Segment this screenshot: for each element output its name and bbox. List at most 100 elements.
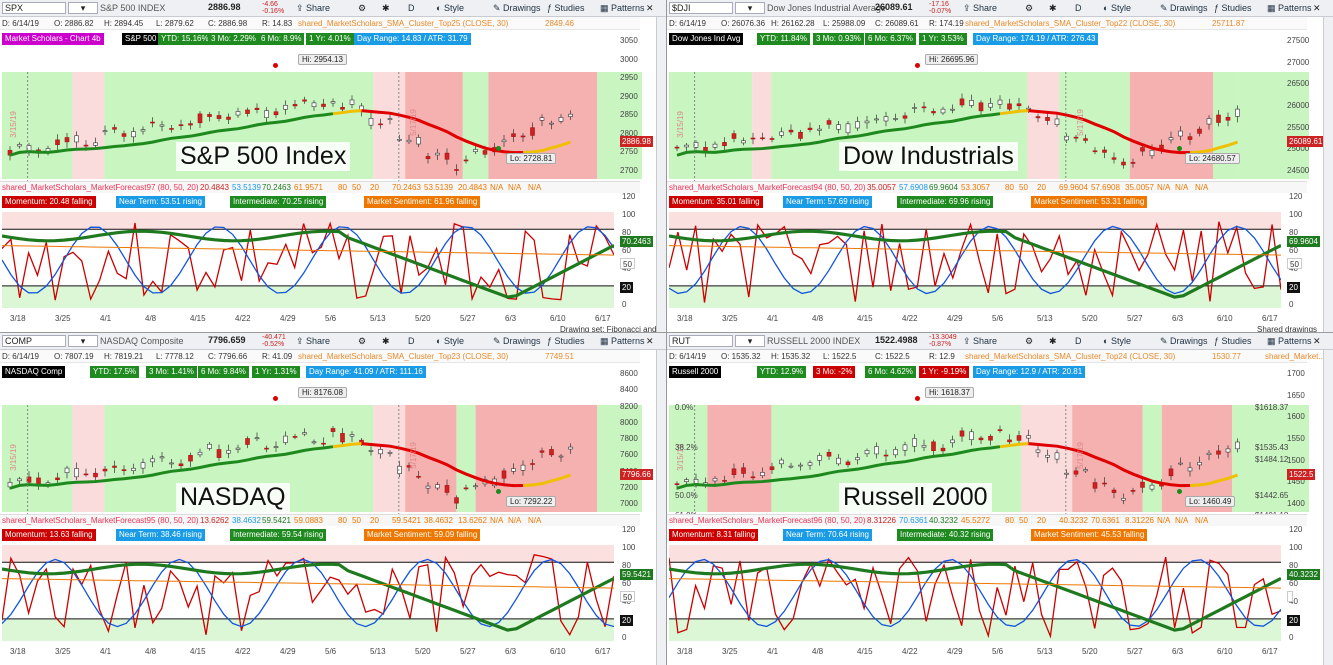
candle-body xyxy=(1045,454,1050,458)
candle-body xyxy=(26,476,32,483)
close-icon[interactable]: ✕ xyxy=(646,336,654,346)
alerts-icon[interactable]: ✱ xyxy=(1049,336,1057,346)
candle-body xyxy=(1225,448,1231,453)
symbol-input[interactable]: $DJI xyxy=(669,2,733,14)
market-forecast-chart[interactable] xyxy=(2,212,614,308)
indicator-tick: 60 xyxy=(622,246,631,255)
alerts-icon[interactable]: ✱ xyxy=(382,3,390,13)
settings-gear-icon[interactable]: ⚙ xyxy=(1025,3,1034,13)
studies-button[interactable]: ƒ Studies xyxy=(547,3,585,13)
low-callout: Lo: 24680.57 xyxy=(1185,153,1240,164)
symbol-input[interactable]: RUT xyxy=(669,335,733,347)
studies-icon: ƒ xyxy=(547,3,555,13)
share-button[interactable]: ⇪ Share xyxy=(963,336,997,347)
overbought-zone xyxy=(669,545,1281,563)
indicator-tick: 0 xyxy=(1289,300,1294,309)
patterns-button[interactable]: ▦ Patterns xyxy=(600,336,645,347)
date-tick: 3/18 xyxy=(10,647,26,656)
settings-gear-icon[interactable]: ⚙ xyxy=(358,3,367,13)
price-chart[interactable] xyxy=(669,405,1309,520)
drawing-set-label[interactable]: Drawing set: Fibonacci and ... xyxy=(560,325,666,332)
indicator-tick: 80 xyxy=(622,228,631,237)
stat-badge: Day Range: 12.9 / ATR: 20.81 xyxy=(973,366,1086,378)
date-tick: 5/27 xyxy=(1127,314,1143,323)
candle-body xyxy=(1035,116,1041,119)
alerts-icon[interactable]: ✱ xyxy=(1049,3,1057,13)
studies-button[interactable]: ƒ Studies xyxy=(1214,3,1252,13)
drawings-button[interactable]: ✎ Drawings xyxy=(493,3,541,14)
symbol-input[interactable]: SPX xyxy=(2,2,66,14)
candle-body xyxy=(931,441,936,451)
symbol-input[interactable]: COMP xyxy=(2,335,66,347)
period-button[interactable]: D xyxy=(408,3,415,13)
price-chart[interactable] xyxy=(2,72,642,187)
candle-body xyxy=(1140,147,1145,152)
intermediate-line xyxy=(669,562,1281,632)
drawings-button[interactable]: ✎ Drawings xyxy=(1160,336,1208,347)
quote-field: L: 2879.62 xyxy=(156,19,194,28)
price-chart[interactable] xyxy=(2,405,642,520)
studies-button[interactable]: ƒ Studies xyxy=(1214,336,1252,346)
candle-body xyxy=(140,462,146,469)
candle-body xyxy=(978,102,984,112)
settings-gear-icon[interactable]: ⚙ xyxy=(1025,336,1034,346)
style-button[interactable]: ◐ Style xyxy=(436,3,464,13)
drawings-button[interactable]: ✎ Drawings xyxy=(493,336,541,347)
price-tick: 3050 xyxy=(620,36,638,45)
close-icon[interactable]: ✕ xyxy=(646,3,654,13)
drawing-set-label[interactable]: Shared drawings xyxy=(1257,325,1318,332)
drawings-button[interactable]: ✎ Drawings xyxy=(1160,3,1208,14)
style-button[interactable]: ◐ Style xyxy=(1103,3,1131,13)
market-forecast-chart[interactable] xyxy=(669,545,1281,641)
period-button[interactable]: D xyxy=(1075,336,1082,346)
settings-gear-icon[interactable]: ⚙ xyxy=(358,336,367,346)
date-tick: 6/3 xyxy=(505,314,517,323)
close-icon[interactable]: ✕ xyxy=(1313,3,1321,13)
high-marker xyxy=(273,63,278,68)
timeframe-select[interactable]: ▾ xyxy=(735,335,765,347)
candle-body xyxy=(321,103,326,107)
stat-badge: NASDAQ Comp xyxy=(2,366,66,378)
period-button[interactable]: D xyxy=(1075,3,1082,13)
signal-zone xyxy=(462,72,489,179)
mid-date-marker: 5/17/19 xyxy=(1075,109,1085,136)
share-button[interactable]: ⇪ Share xyxy=(963,3,997,14)
sma-cluster-line xyxy=(676,445,1001,490)
patterns-button[interactable]: ▦ Patterns xyxy=(1267,336,1312,347)
share-button[interactable]: ⇪ Share xyxy=(296,3,330,14)
share-button[interactable]: ⇪ Share xyxy=(296,336,330,347)
patterns-button[interactable]: ▦ Patterns xyxy=(600,3,645,14)
style-button[interactable]: ◐ Style xyxy=(436,336,464,346)
date-tick: 4/1 xyxy=(767,647,779,656)
near-term-line xyxy=(669,558,1281,628)
high-marker xyxy=(915,396,920,401)
change-points: -17.16 xyxy=(929,1,949,8)
timeframe-select[interactable]: ▾ xyxy=(68,2,98,14)
candle-body xyxy=(188,123,193,126)
side-tabs: TradeT&SActive TraderButtonsChartDashboa… xyxy=(656,350,666,665)
price-tick: 2850 xyxy=(620,110,638,120)
change-percent: -0.87% xyxy=(929,341,952,348)
timeframe-select[interactable]: ▾ xyxy=(68,335,98,347)
studies-button-label: Studies xyxy=(1221,336,1252,346)
timeframe-select[interactable]: ▾ xyxy=(735,2,765,14)
close-icon[interactable]: ✕ xyxy=(1313,336,1321,346)
patterns-button[interactable]: ▦ Patterns xyxy=(1267,3,1312,14)
forecast-badge: Momentum: 35.01 falling xyxy=(669,196,763,208)
market-forecast-chart[interactable] xyxy=(2,545,614,641)
period-button[interactable]: D xyxy=(408,336,415,346)
candle-body xyxy=(760,137,765,140)
stat-badge: Dow Jones Ind Avg xyxy=(669,33,744,45)
candle-body xyxy=(226,116,231,120)
candle-body xyxy=(807,462,813,466)
candle-body xyxy=(836,457,841,465)
date-tick: 4/1 xyxy=(100,314,112,323)
studies-button[interactable]: ƒ Studies xyxy=(547,336,585,346)
stat-badge: YTD: 17.5% xyxy=(90,366,140,378)
market-forecast-chart[interactable] xyxy=(669,212,1281,308)
indicator-value: 8.31226 xyxy=(867,516,896,525)
sma-cluster-line xyxy=(1189,473,1238,487)
alerts-icon[interactable]: ✱ xyxy=(382,336,390,346)
date-tick: 4/22 xyxy=(235,647,251,656)
style-button[interactable]: ◐ Style xyxy=(1103,336,1131,346)
